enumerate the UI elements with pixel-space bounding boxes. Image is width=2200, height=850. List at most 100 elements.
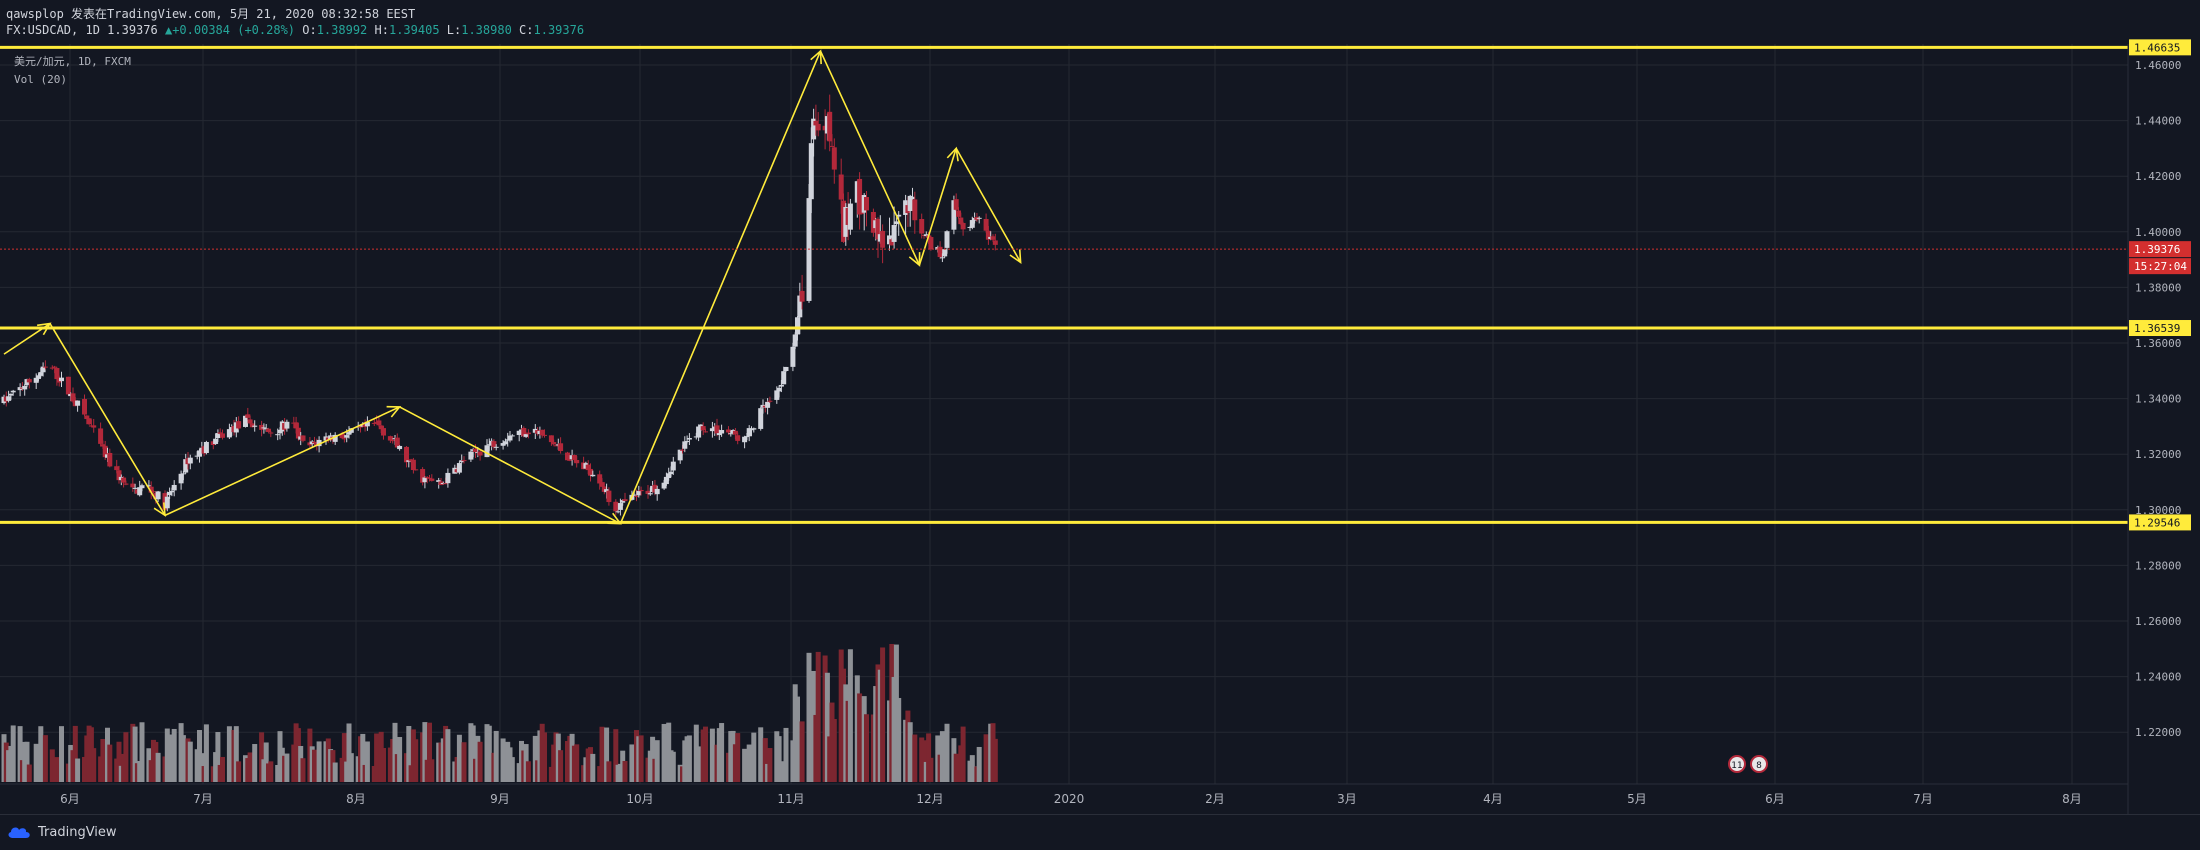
candle-body bbox=[183, 459, 189, 473]
volume-bar bbox=[525, 761, 531, 782]
candle-body bbox=[891, 225, 897, 242]
candle-body bbox=[571, 455, 577, 461]
trend-arrow-line bbox=[955, 148, 1022, 263]
candle-body bbox=[376, 420, 382, 426]
price-tick-label: 1.32000 bbox=[2135, 448, 2181, 461]
volume-bar bbox=[116, 741, 122, 782]
time-tick-label: 6月 bbox=[1765, 792, 1785, 806]
time-tick-label: 9月 bbox=[490, 792, 510, 806]
candle-body bbox=[749, 429, 754, 431]
candle-body bbox=[75, 400, 81, 406]
candle-body bbox=[116, 470, 122, 481]
volume-bar bbox=[735, 733, 741, 782]
candle-body bbox=[213, 438, 219, 444]
volume-bar bbox=[864, 714, 869, 782]
trend-arrow-line bbox=[164, 406, 400, 517]
volume-bar bbox=[259, 732, 265, 782]
candle-body bbox=[215, 433, 221, 439]
candle-body bbox=[8, 393, 14, 396]
candle-body bbox=[427, 477, 432, 479]
candle-body bbox=[167, 491, 173, 496]
candle-body bbox=[491, 441, 497, 448]
candle-body bbox=[358, 426, 363, 428]
candle-body bbox=[86, 418, 92, 425]
candle-body bbox=[443, 483, 449, 485]
trend-arrow-line bbox=[918, 148, 957, 266]
volume-bar bbox=[72, 725, 78, 782]
candle-body bbox=[565, 452, 570, 461]
time-tick-label: 10月 bbox=[626, 792, 653, 806]
candle-body bbox=[719, 430, 725, 434]
price-chart[interactable]: 1.46000 1.44000 1.42000 1.40000 1.38000 1.360… bbox=[0, 0, 2200, 814]
candle-body bbox=[696, 426, 702, 438]
price-axis: 1.46000 1.44000 1.42000 1.40000 1.38000 1.360… bbox=[2135, 59, 2181, 739]
candle-body bbox=[912, 199, 918, 221]
candle-body bbox=[875, 218, 881, 240]
candle-body bbox=[178, 473, 184, 484]
volume-bar bbox=[983, 734, 989, 782]
candle-body bbox=[613, 501, 619, 512]
volume-bar bbox=[824, 672, 830, 782]
candle-body bbox=[295, 427, 301, 439]
candle-body bbox=[456, 463, 462, 473]
volume-bar bbox=[346, 723, 352, 782]
candle-body bbox=[958, 217, 964, 225]
candle-body bbox=[245, 414, 251, 418]
time-axis: 6月 7月 8月 9月 10月 11月 12月 2020 2月 3月 4月 5月 6月 7月 8月 bbox=[60, 792, 2082, 806]
volume-bar bbox=[815, 651, 821, 782]
candle-body bbox=[10, 390, 16, 393]
symbol-ohlc-line: FX:USDCAD, 1D 1.39376 ▲+0.00384 (+0.28%)… bbox=[6, 23, 584, 37]
candle-body bbox=[590, 474, 596, 477]
candle-body bbox=[507, 435, 513, 441]
author-line: qawsplop 发表在TradingView.com, 5月 21, 2020… bbox=[6, 7, 416, 21]
series-legend: 美元/加元, 1D, FXCM bbox=[14, 55, 131, 68]
price-tick-label: 1.40000 bbox=[2135, 226, 2181, 239]
volume-bar bbox=[341, 733, 347, 782]
candle-body bbox=[26, 379, 32, 383]
volume-bar bbox=[75, 758, 81, 782]
volume-bar bbox=[381, 747, 386, 782]
candle-body bbox=[620, 500, 626, 503]
candle-body bbox=[473, 448, 478, 453]
volume-bar bbox=[670, 751, 676, 782]
candle-body bbox=[341, 438, 347, 440]
price-tick-label: 1.44000 bbox=[2135, 115, 2181, 128]
volume-bar bbox=[992, 738, 998, 782]
trend-arrow-line bbox=[49, 323, 166, 516]
volume-bar bbox=[445, 729, 451, 782]
time-tick-label: 11月 bbox=[777, 792, 804, 806]
volume-bar bbox=[493, 730, 499, 782]
price-axis-bg bbox=[2128, 0, 2200, 814]
candle-body bbox=[969, 220, 975, 228]
volume-bar bbox=[767, 748, 773, 782]
candle-body bbox=[606, 490, 612, 503]
volume-bar bbox=[413, 739, 419, 782]
candle-body bbox=[548, 435, 554, 443]
candle-body bbox=[300, 435, 306, 441]
candle-body bbox=[378, 425, 384, 430]
level-badge-label: 1.29546 bbox=[2134, 516, 2180, 529]
trend-arrow-line bbox=[619, 50, 822, 525]
candle-body bbox=[686, 437, 692, 440]
volume-bar bbox=[91, 748, 97, 782]
candle-body bbox=[907, 195, 913, 212]
candle-body bbox=[542, 434, 547, 436]
candle-body bbox=[923, 234, 929, 237]
candle-body bbox=[808, 143, 814, 200]
volume-bar bbox=[233, 726, 239, 782]
candle-body bbox=[137, 487, 143, 496]
countdown-badge bbox=[2129, 258, 2191, 275]
candle-body bbox=[942, 249, 948, 257]
candle-body bbox=[661, 482, 667, 489]
tradingview-logo[interactable]: TradingView bbox=[6, 824, 117, 840]
candle-body bbox=[130, 483, 136, 488]
volume-bar bbox=[284, 753, 290, 782]
candle-body bbox=[6, 396, 12, 401]
volume-bar bbox=[831, 719, 837, 782]
candle-body bbox=[985, 230, 991, 240]
volume-bar bbox=[776, 736, 782, 782]
candle-body bbox=[684, 441, 690, 443]
candle-body bbox=[293, 422, 299, 429]
candle-body bbox=[316, 439, 322, 447]
level-badge bbox=[2129, 39, 2191, 56]
